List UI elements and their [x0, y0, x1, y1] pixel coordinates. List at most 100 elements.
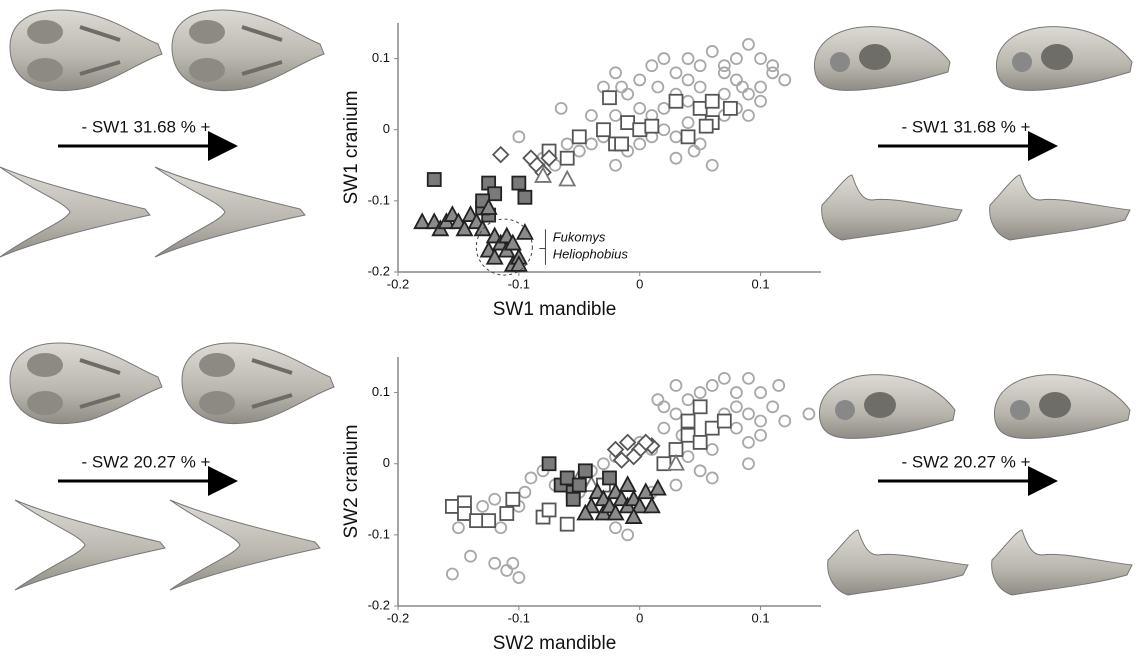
- point: [681, 450, 695, 464]
- point: [648, 478, 667, 496]
- point: [766, 66, 780, 80]
- point: [778, 73, 792, 87]
- point: [540, 149, 558, 167]
- point: [693, 137, 707, 151]
- point: [704, 420, 720, 436]
- point: [597, 457, 610, 471]
- point: [692, 399, 708, 415]
- series: [576, 475, 667, 524]
- point: [693, 464, 707, 478]
- point: [730, 400, 743, 414]
- mandible-ventral: [169, 499, 321, 591]
- point: [565, 491, 581, 507]
- point: [693, 386, 707, 399]
- point: [705, 45, 719, 58]
- point: [742, 87, 755, 101]
- point: [609, 158, 622, 172]
- point: [612, 451, 631, 469]
- y-tick-label: -0.1: [368, 192, 390, 207]
- point: [517, 189, 533, 205]
- point: [506, 556, 520, 570]
- point: [512, 571, 526, 584]
- point: [680, 413, 696, 429]
- point: [742, 407, 755, 421]
- point: [609, 109, 622, 122]
- point: [644, 118, 660, 134]
- x-tick-label: -0.1: [508, 610, 530, 625]
- point: [717, 66, 731, 80]
- point: [669, 407, 683, 421]
- point: [558, 169, 577, 187]
- caption: - SW1 31.68 % +: [82, 117, 211, 136]
- point: [742, 371, 755, 385]
- point: [499, 506, 515, 521]
- annotation: Fukomys: [553, 229, 606, 244]
- point: [444, 498, 460, 514]
- point: [657, 52, 671, 65]
- point: [571, 129, 587, 145]
- point: [524, 471, 538, 485]
- point: [609, 521, 622, 535]
- point: [766, 59, 780, 73]
- point: [488, 556, 502, 570]
- point: [778, 414, 792, 428]
- point: [722, 100, 738, 116]
- point: [698, 118, 714, 134]
- point: [559, 150, 575, 166]
- point: [512, 130, 526, 144]
- caption: - SW1 31.68 % +: [902, 117, 1031, 136]
- mandible-ventral: [154, 166, 306, 258]
- point: [742, 435, 755, 449]
- cranium-dorsal: [180, 341, 336, 426]
- cranium-dorsal: [8, 341, 164, 426]
- mandible-lateral: [991, 529, 1133, 596]
- point: [576, 503, 595, 521]
- point: [657, 101, 671, 115]
- point: [620, 115, 636, 130]
- point: [559, 516, 575, 532]
- point: [479, 198, 498, 215]
- point: [693, 59, 707, 73]
- point: [469, 513, 484, 529]
- point: [615, 80, 628, 94]
- point: [681, 94, 695, 108]
- point: [645, 59, 659, 73]
- point: [642, 496, 661, 514]
- point: [754, 386, 767, 399]
- point: [669, 130, 683, 144]
- point: [445, 567, 459, 581]
- point: [494, 521, 508, 535]
- point: [473, 219, 492, 237]
- series: [541, 90, 738, 166]
- point: [730, 52, 743, 65]
- point: [651, 393, 665, 407]
- point: [572, 144, 586, 158]
- point: [717, 59, 731, 73]
- point: [541, 502, 557, 518]
- point: [577, 463, 593, 479]
- y-tick-label: -0.1: [368, 526, 390, 541]
- point: [560, 137, 574, 151]
- point: [666, 453, 685, 471]
- point: [681, 116, 695, 129]
- x-tick-label: 0.1: [752, 276, 770, 291]
- point: [681, 393, 695, 407]
- x-tick-label: -0.2: [387, 276, 409, 291]
- point: [730, 73, 743, 87]
- point: [457, 506, 472, 521]
- mandible-ventral: [0, 166, 151, 258]
- point: [491, 145, 510, 164]
- point: [693, 80, 707, 94]
- point: [766, 400, 780, 414]
- mandible-lateral: [827, 529, 969, 596]
- point: [464, 549, 477, 563]
- point: [633, 137, 647, 151]
- series: [413, 198, 534, 272]
- point: [657, 123, 671, 137]
- point: [730, 386, 743, 399]
- series: [534, 166, 577, 187]
- point: [503, 233, 522, 251]
- point: [426, 172, 442, 187]
- point: [704, 93, 720, 109]
